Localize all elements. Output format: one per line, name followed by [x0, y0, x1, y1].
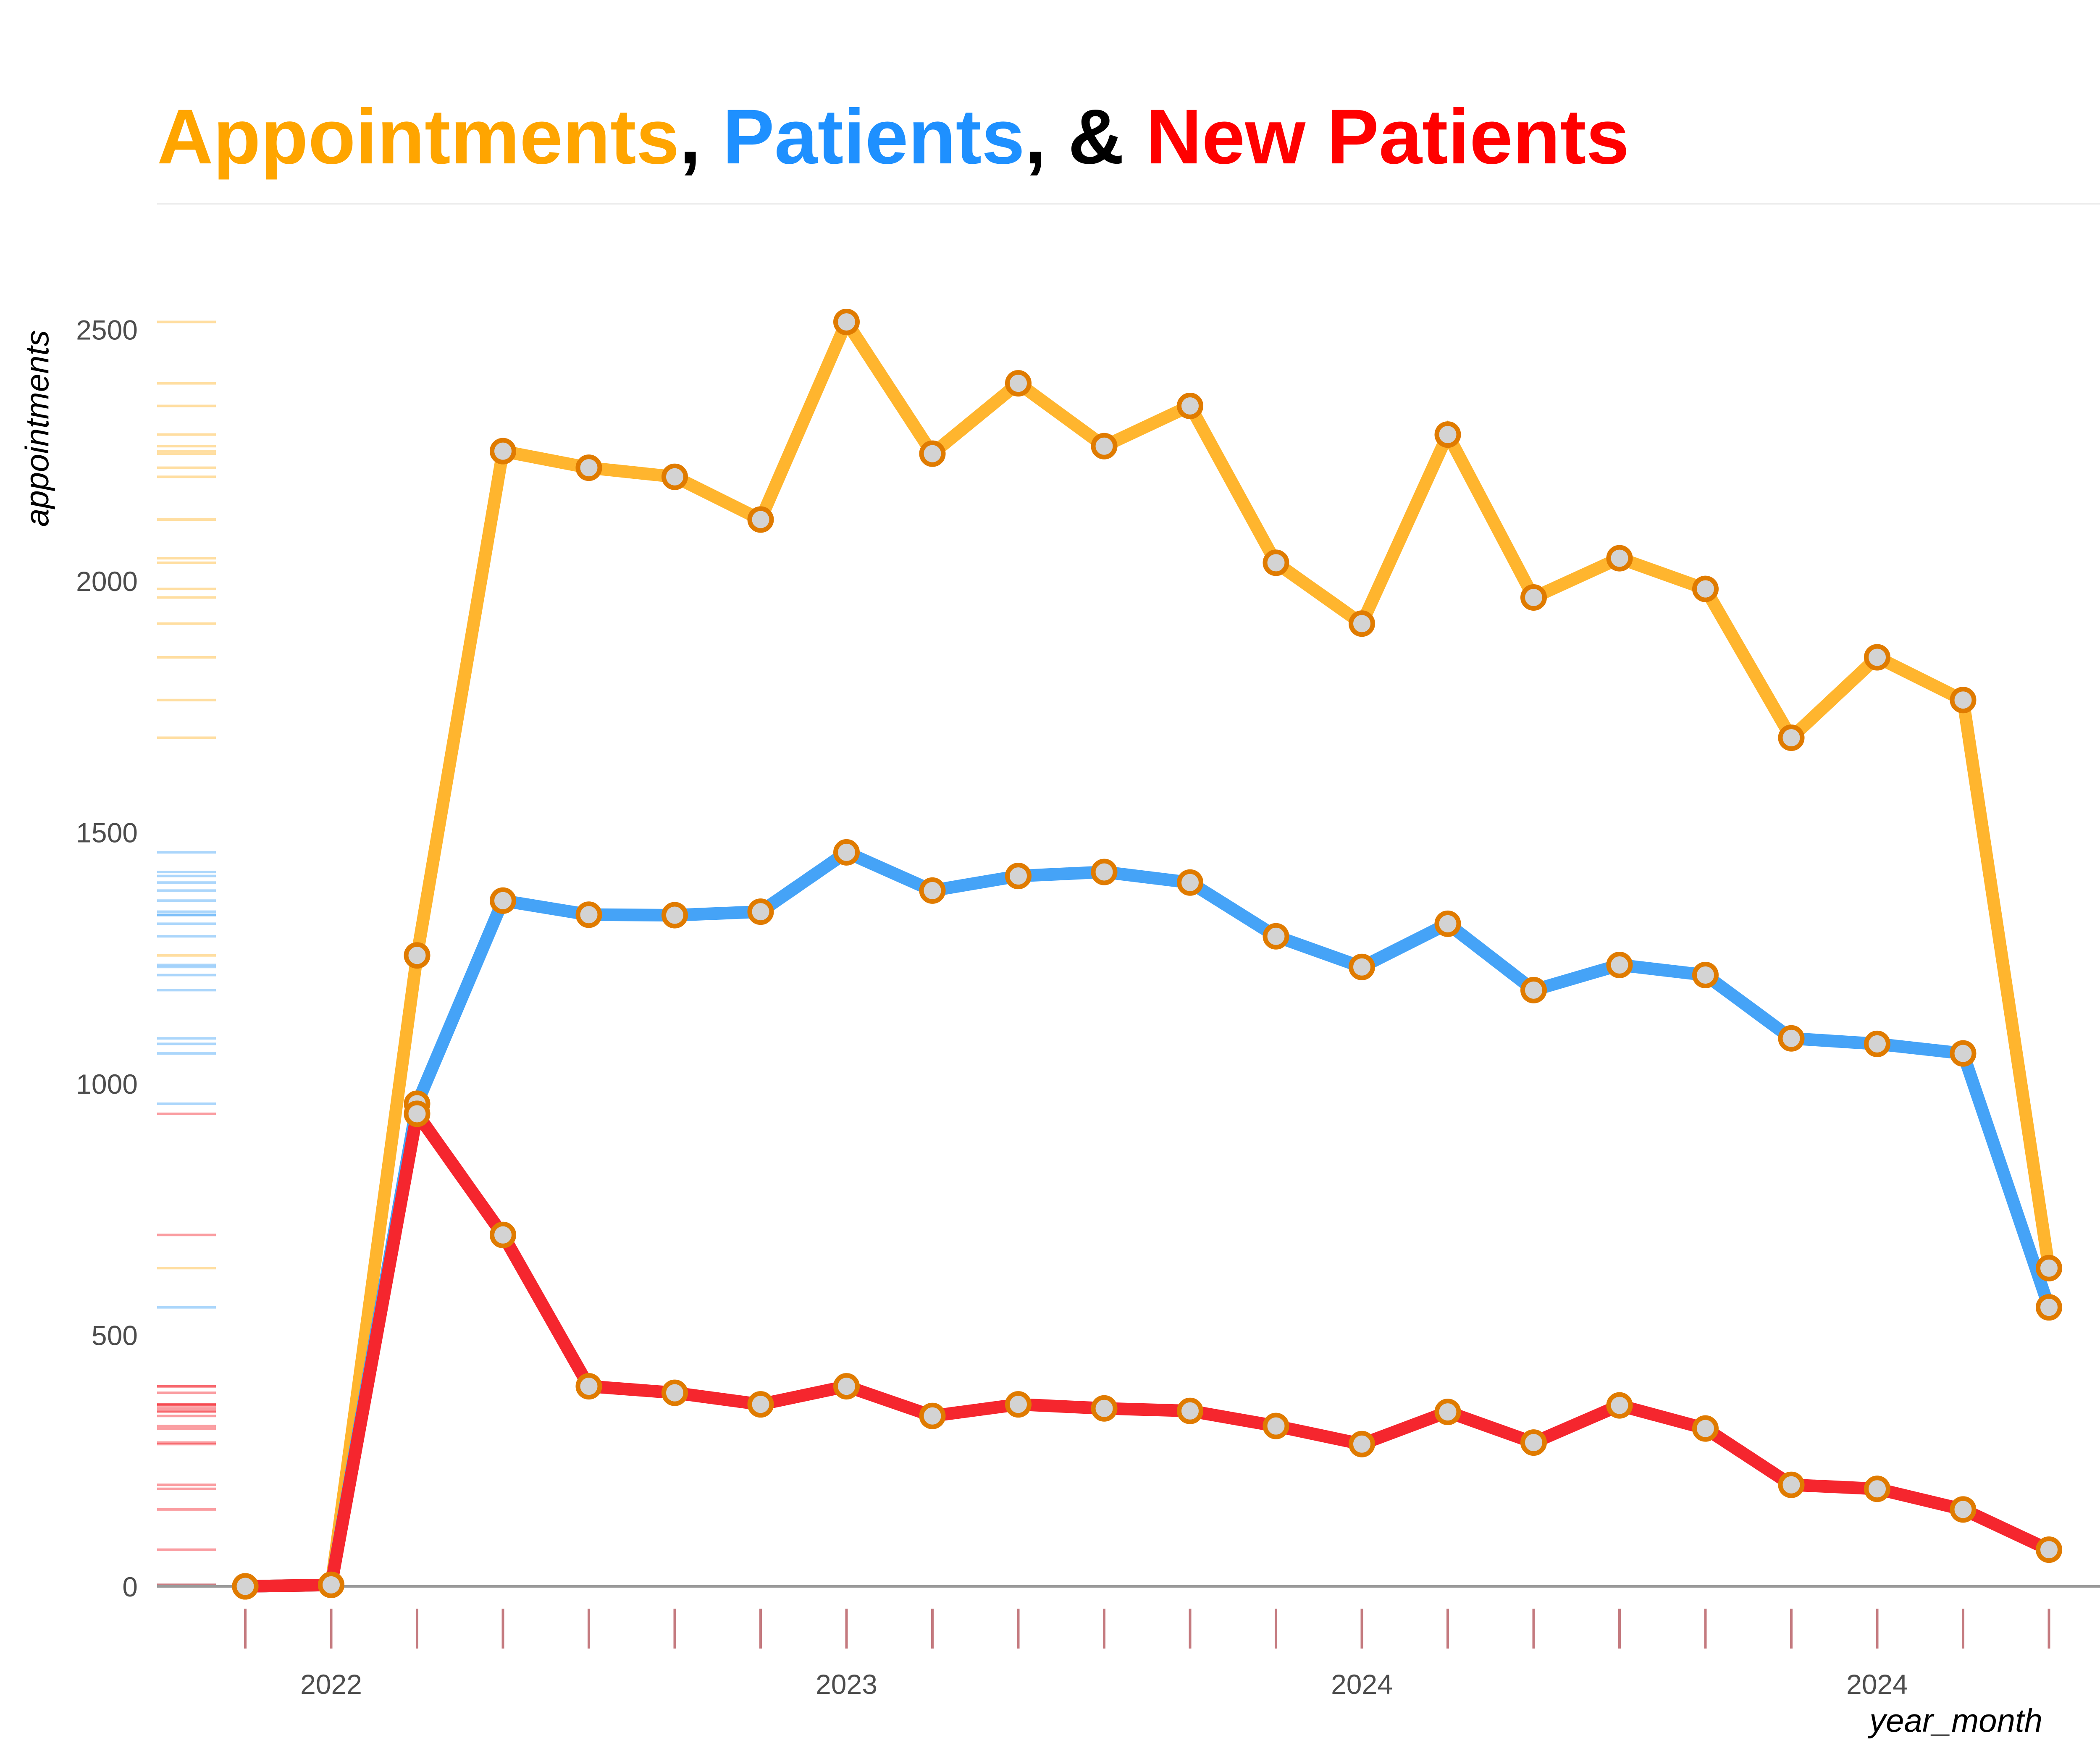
data-point-appointments — [833, 309, 860, 336]
data-point-new_patients — [1434, 1399, 1461, 1426]
title-part: , — [679, 94, 723, 180]
data-point-appointments — [1263, 549, 1289, 576]
data-point-new_patients — [1778, 1471, 1805, 1498]
title-part: Patients — [722, 94, 1025, 180]
data-point-patients — [1091, 858, 1118, 885]
data-point-patients — [1778, 1025, 1805, 1052]
data-point-patients — [1177, 869, 1203, 896]
series-line-appointments — [245, 309, 2055, 1593]
data-point-new_patients — [919, 1402, 946, 1429]
data-point-new_patients — [1692, 1415, 1719, 1442]
y-axis: 0 500 1000 1500 2000 2500 — [76, 315, 2100, 1602]
data-point-new_patients — [404, 1100, 430, 1127]
y-tick-label: 500 — [92, 1320, 138, 1351]
data-point-patients — [1349, 953, 1375, 980]
data-point-appointments — [1091, 433, 1118, 459]
data-point-appointments — [490, 438, 516, 465]
data-point-patients — [1606, 952, 1633, 979]
data-point-patients — [1005, 863, 1032, 890]
series-line-patients — [245, 845, 2055, 1593]
data-point-appointments — [575, 454, 602, 481]
data-point-patients — [2036, 1294, 2062, 1321]
rug-marks — [157, 320, 216, 1588]
series-line-new_patients — [245, 1098, 2052, 1593]
y-tick-label: 1000 — [76, 1069, 138, 1100]
data-point-new_patients — [318, 1571, 344, 1598]
data-point-appointments — [1520, 584, 1547, 611]
data-point-appointments — [1177, 392, 1203, 419]
title-part: , & — [1025, 94, 1146, 180]
x-tick-label: 2023 — [816, 1669, 877, 1700]
x-tick-label: 2022 — [300, 1669, 362, 1700]
data-point-new_patients — [1349, 1431, 1375, 1457]
data-point-patients — [1520, 977, 1547, 1003]
data-point-appointments — [1606, 545, 1633, 572]
title-part: New Patients — [1145, 94, 1630, 180]
data-point-new_patients — [490, 1221, 516, 1248]
y-tick-label: 2500 — [76, 315, 138, 346]
data-point-appointments — [404, 942, 430, 969]
x-axis: 2022 2023 2024 2024 — [244, 1609, 2050, 1700]
series-points — [232, 309, 2062, 1600]
data-point-patients — [662, 902, 688, 929]
y-tick-label: 2000 — [76, 566, 138, 597]
data-point-patients — [1692, 961, 1719, 988]
data-point-patients — [1263, 923, 1289, 950]
chart-title: Appointments, Patients, & New Patients — [157, 90, 1629, 184]
data-point-patients — [919, 877, 946, 904]
y-tick-label: 0 — [122, 1571, 138, 1602]
data-point-new_patients — [2036, 1536, 2062, 1563]
series-lines — [245, 309, 2055, 1593]
data-point-new_patients — [1864, 1475, 1890, 1502]
data-point-appointments — [1005, 370, 1032, 397]
data-point-appointments — [2036, 1255, 2062, 1281]
data-point-new_patients — [1606, 1392, 1633, 1419]
data-point-new_patients — [1520, 1429, 1547, 1456]
data-point-appointments — [1692, 575, 1719, 602]
data-point-new_patients — [1263, 1412, 1289, 1439]
x-tick-label: 2024 — [1331, 1669, 1393, 1700]
data-point-appointments — [1950, 687, 1977, 714]
y-tick-label: 1500 — [76, 817, 138, 848]
data-point-new_patients — [662, 1379, 688, 1406]
data-point-patients — [1864, 1030, 1890, 1057]
data-point-appointments — [747, 506, 774, 533]
data-point-appointments — [662, 463, 688, 490]
y-axis-title: appointments — [18, 330, 55, 527]
data-point-new_patients — [1177, 1397, 1203, 1424]
data-point-patients — [575, 901, 602, 928]
x-tick-label: 2024 — [1846, 1669, 1908, 1700]
data-point-patients — [747, 898, 774, 925]
title-part: Appointments — [157, 94, 680, 180]
data-point-new_patients — [575, 1373, 602, 1400]
data-point-appointments — [919, 440, 946, 467]
data-point-new_patients — [232, 1573, 259, 1600]
data-point-new_patients — [1091, 1395, 1118, 1422]
data-point-appointments — [1434, 421, 1461, 448]
data-point-appointments — [1349, 610, 1375, 637]
data-point-appointments — [1778, 724, 1805, 751]
data-point-new_patients — [747, 1391, 774, 1418]
data-point-patients — [1950, 1040, 1977, 1067]
data-point-new_patients — [1005, 1391, 1032, 1418]
data-point-appointments — [1864, 644, 1890, 671]
data-point-new_patients — [833, 1373, 860, 1400]
x-axis-title: year_month — [1867, 1702, 2042, 1739]
data-point-new_patients — [1950, 1496, 1977, 1523]
data-point-patients — [490, 887, 516, 914]
data-point-patients — [833, 839, 860, 866]
data-point-patients — [1434, 910, 1461, 937]
